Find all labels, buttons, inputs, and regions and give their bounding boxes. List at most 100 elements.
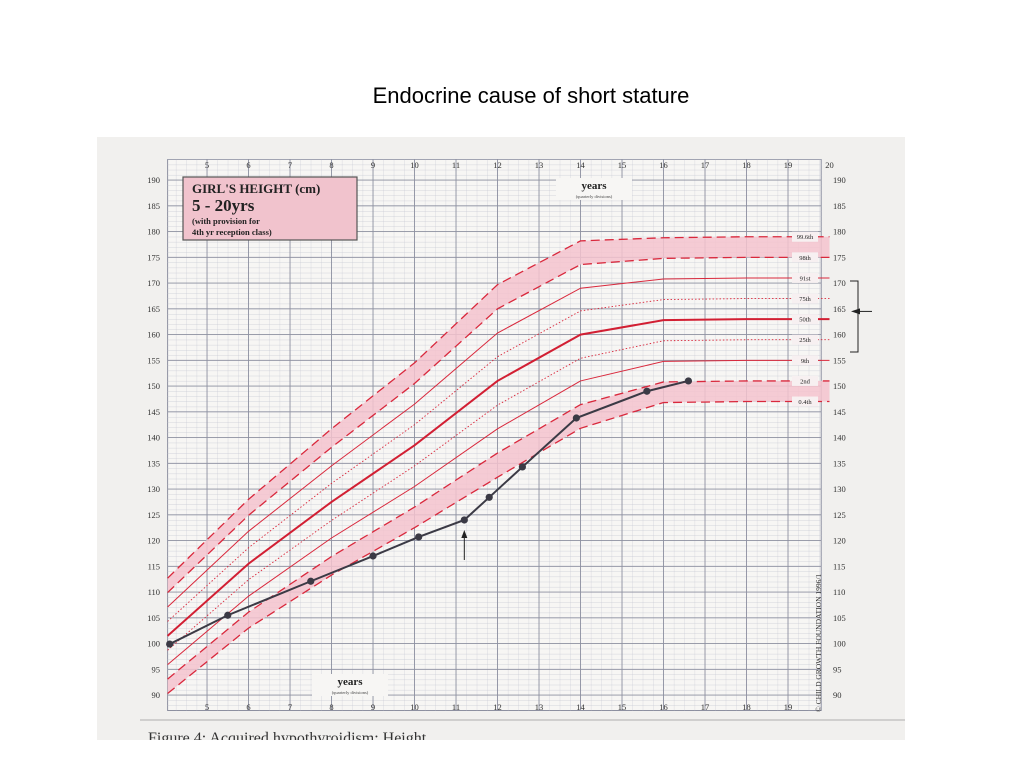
centile-line: [167, 298, 830, 622]
x-tick-label-top: 11: [452, 160, 460, 170]
y-tick-label-right: 120: [833, 536, 846, 546]
y-tick-label: 125: [147, 510, 160, 520]
y-tick-label: 145: [147, 407, 160, 417]
y-tick-label-right: 130: [833, 484, 846, 494]
data-point: [224, 611, 232, 619]
x-tick-label-top: 12: [493, 160, 502, 170]
x-tick-label: 13: [535, 702, 544, 712]
data-point: [369, 552, 377, 560]
x-tick-label-top: 5: [205, 160, 209, 170]
legend-label: 75th: [799, 296, 811, 303]
centile-line: [167, 256, 830, 594]
centile-label-box: [792, 375, 818, 386]
centile-label-box: [792, 272, 818, 283]
data-point: [572, 414, 580, 422]
box-title: 5 - 20yrs: [192, 196, 255, 215]
y-tick-label-right: 140: [833, 433, 846, 443]
y-tick-label-right: 125: [833, 510, 846, 520]
y-tick-label: 100: [147, 639, 160, 649]
y-tick-label: 190: [147, 175, 160, 185]
y-tick-label-right: 115: [833, 561, 845, 571]
y-tick-label-right: 135: [833, 458, 846, 468]
y-tick-label: 165: [147, 304, 160, 314]
x-tick-label-top: 8: [329, 160, 333, 170]
target-range-bracket: [850, 280, 859, 353]
x-tick-label: 6: [246, 702, 250, 712]
credit: © CHILD GROWTH FOUNDATION 1996/1: [814, 574, 823, 712]
y-tick-label: 180: [147, 227, 160, 237]
y-tick-label-right: 165: [833, 304, 846, 314]
data-point: [643, 387, 651, 395]
x-tick-label-top: 14: [576, 160, 585, 170]
box-title: GIRL'S HEIGHT (cm): [192, 181, 320, 196]
data-point: [166, 640, 174, 648]
centile-label-box: [792, 252, 818, 263]
x-axis-label: years: [581, 180, 607, 192]
centile-line: [167, 359, 830, 666]
x-tick-label: 9: [371, 702, 375, 712]
x-axis-label: years: [337, 676, 363, 688]
y-tick-label: 175: [147, 252, 160, 262]
y-tick-label-right: 95: [833, 664, 842, 674]
x-tick-label: 19: [784, 702, 793, 712]
target-arrow-head: [851, 308, 860, 315]
y-tick-label-right: 110: [833, 587, 845, 597]
centile-label-box: [792, 396, 818, 407]
x-tick-label-top: 7: [288, 160, 292, 170]
x-tick-label-top: 20: [825, 160, 834, 170]
x-tick-label-top: 15: [618, 160, 627, 170]
legend-label: 0.4th: [798, 399, 812, 406]
x-tick-label-top: 18: [742, 160, 751, 170]
years-label-bg: [556, 178, 632, 200]
data-point: [485, 493, 493, 501]
legend-label: 2nd: [800, 378, 811, 385]
y-tick-label: 140: [147, 433, 160, 443]
y-tick-label: 110: [148, 587, 160, 597]
centile-label-box: [792, 231, 818, 242]
y-tick-label-right: 160: [833, 330, 846, 340]
data-point: [684, 377, 693, 385]
y-tick-label: 105: [147, 613, 160, 623]
legend-label: 25th: [799, 337, 811, 344]
legend-label: 9th: [801, 358, 810, 365]
y-tick-label: 155: [147, 355, 160, 365]
y-tick-label-right: 175: [833, 252, 846, 262]
centile-label-box: [792, 293, 818, 304]
y-tick-label: 150: [147, 381, 160, 391]
x-tick-label: 10: [410, 702, 419, 712]
y-tick-label: 115: [148, 561, 160, 571]
x-tick-label: 12: [493, 702, 502, 712]
legend-label: 99.6th: [797, 234, 814, 241]
slide-title: Endocrine cause of short stature: [373, 83, 690, 108]
data-point: [460, 516, 468, 524]
x-tick-label: 17: [701, 702, 710, 712]
y-tick-label-right: 170: [833, 278, 846, 288]
legend-label: 98th: [799, 255, 811, 262]
legend-label: 91st: [800, 275, 811, 282]
x-axis-note: (quarterly divisions): [332, 690, 369, 695]
caption: Figure 4: Acquired hypothyroidism: Heigh…: [148, 730, 430, 747]
x-tick-label: 18: [742, 702, 751, 712]
title-box: [182, 176, 358, 241]
x-tick-label: 11: [452, 702, 460, 712]
y-tick-label: 185: [147, 201, 160, 211]
y-tick-label-right: 180: [833, 227, 846, 237]
centile-label-box: [792, 334, 818, 345]
x-tick-label-top: 16: [659, 160, 668, 170]
y-tick-label: 130: [147, 484, 160, 494]
x-tick-label-top: 9: [371, 160, 375, 170]
x-tick-label: 5: [205, 702, 209, 712]
y-tick-label: 160: [147, 330, 160, 340]
years-label-bg: [312, 674, 388, 696]
y-tick-label-right: 155: [833, 355, 846, 365]
x-tick-label-top: 6: [246, 160, 250, 170]
centile-label-box: [792, 314, 818, 325]
box-title: (with provision for: [192, 216, 260, 226]
x-tick-label: 16: [659, 702, 668, 712]
legend-label: 50th: [799, 317, 811, 324]
y-tick-label-right: 185: [833, 201, 846, 211]
data-point: [307, 577, 315, 585]
x-tick-label-top: 13: [535, 160, 544, 170]
